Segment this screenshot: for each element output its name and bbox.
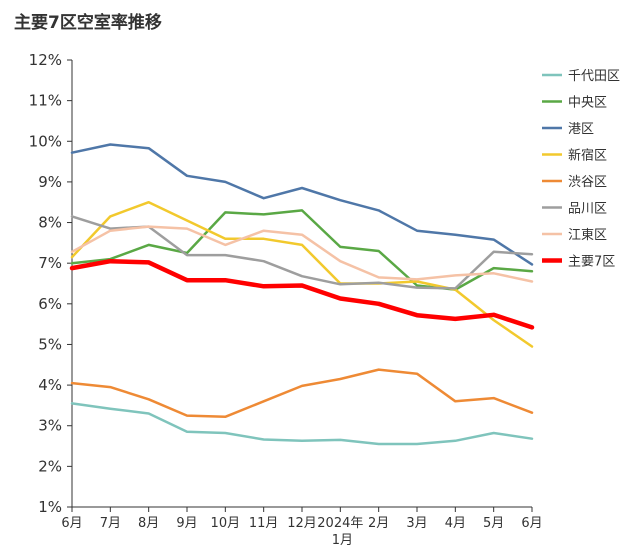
- x-tick-label: 2月: [368, 516, 389, 531]
- series-lines: [69, 143, 535, 446]
- series-line-江東区: [70, 225, 534, 283]
- y-tick-label: 9%: [38, 173, 62, 191]
- y-tick-label: 2%: [38, 457, 62, 475]
- legend-label: 江東区: [568, 227, 607, 243]
- x-tick-sublabel: 1月: [332, 533, 353, 548]
- y-tick-label: 4%: [38, 376, 62, 394]
- legend-label: 渋谷区: [568, 175, 607, 190]
- legend-label: 品川区: [568, 202, 607, 217]
- y-tick-label: 3%: [38, 417, 62, 435]
- y-axis-ticks: 1% 2% 3% 4% 5% 6% 7% 8% 9% 10% 11% 12%: [29, 51, 72, 516]
- series-line-渋谷区: [70, 368, 534, 419]
- x-tick-label: 11月: [249, 516, 279, 531]
- x-tick-label: 10月: [211, 516, 241, 531]
- x-tick-label: 2024年: [317, 516, 363, 531]
- legend-label: 主要7区: [568, 255, 615, 270]
- y-tick-label: 7%: [38, 254, 62, 272]
- x-tick-label: 3月: [406, 516, 427, 531]
- chart-title: 主要7区空室率推移: [14, 13, 162, 33]
- y-tick-label: 8%: [38, 214, 62, 232]
- x-tick-label: 4月: [445, 516, 466, 531]
- x-tick-label: 8月: [138, 516, 159, 531]
- series-line-主要7区: [69, 258, 535, 330]
- y-tick-label: 5%: [38, 335, 62, 353]
- legend-label: 千代田区: [568, 69, 620, 84]
- x-tick-label: 12月: [287, 516, 317, 531]
- y-tick-label: 11%: [29, 92, 62, 110]
- x-axis-ticks: 6月 7月 8月 9月 10月 11月 12月 2024年 1月 2月 3月 4月 5月 6月: [61, 507, 543, 548]
- legend-label: 新宿区: [568, 148, 607, 164]
- series-line-中央区: [70, 209, 534, 291]
- x-tick-label: 6月: [521, 516, 542, 531]
- x-tick-label: 7月: [100, 516, 121, 531]
- x-tick-label: 9月: [176, 516, 197, 531]
- y-tick-label: 6%: [38, 295, 62, 313]
- x-tick-label: 6月: [61, 516, 82, 531]
- series-line-港区: [70, 143, 534, 266]
- legend-label: 港区: [568, 122, 594, 137]
- y-tick-label: 1%: [38, 498, 62, 516]
- y-tick-label: 12%: [29, 51, 62, 69]
- series-line-千代田区: [70, 402, 534, 446]
- y-tick-label: 10%: [29, 132, 62, 150]
- x-tick-label: 5月: [483, 516, 504, 531]
- legend-label: 中央区: [568, 96, 607, 111]
